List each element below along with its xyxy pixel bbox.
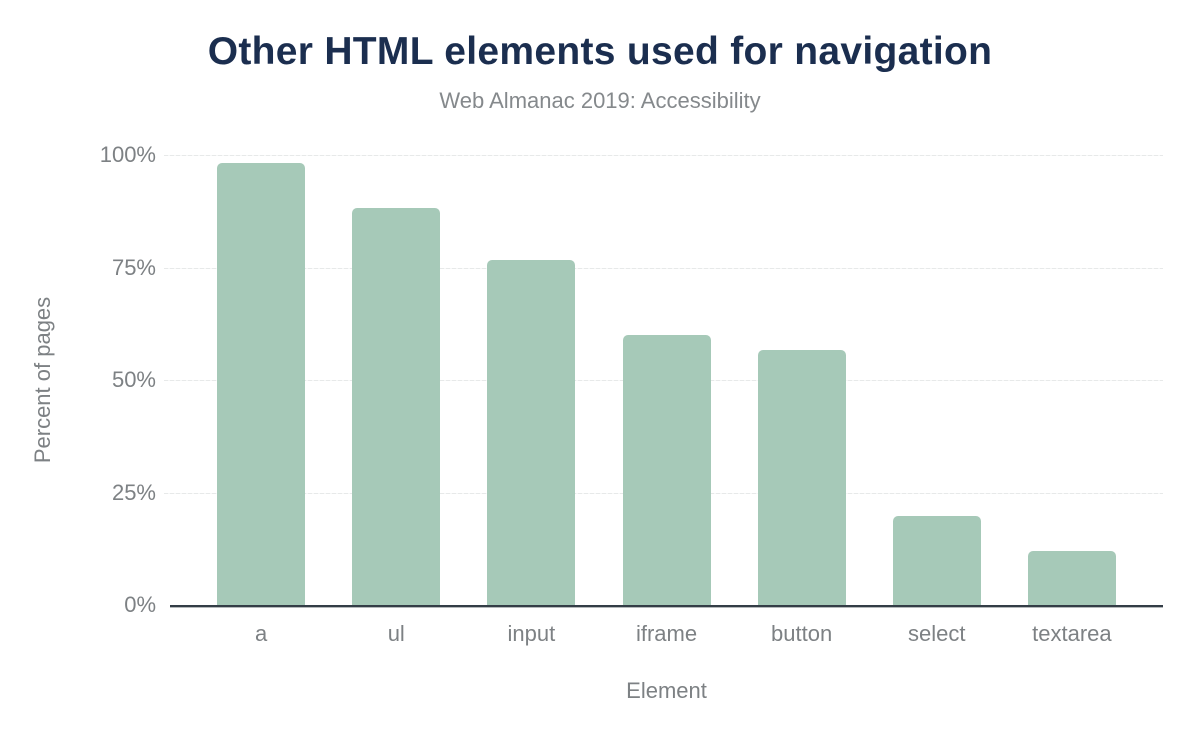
x-tick-label-ul: ul bbox=[387, 621, 405, 646]
x-tick-label-iframe: iframe bbox=[635, 621, 698, 646]
chart-subtitle: Web Almanac 2019: Accessibility bbox=[439, 88, 761, 113]
bars-layer: a ul input iframe button select textarea bbox=[170, 155, 1163, 646]
y-tick-label-100pct: 100% bbox=[99, 142, 156, 167]
x-tick-label-a: a bbox=[255, 621, 268, 646]
bar-textarea[interactable]: textarea bbox=[1027, 550, 1116, 646]
y-tick-label-50pct: 50% bbox=[111, 367, 156, 392]
bar-select[interactable]: select bbox=[892, 516, 981, 646]
bar-button[interactable]: button bbox=[757, 349, 846, 646]
y-tick-label-0pct: 0% bbox=[124, 592, 156, 617]
plot-area: 0% 25% 50% 75% 100% a ul input iframe button sele… bbox=[100, 142, 1163, 646]
y-tick-label-75pct: 75% bbox=[111, 254, 156, 280]
x-axis-title: Element bbox=[626, 678, 707, 703]
x-axis-underline bbox=[170, 607, 1163, 608]
x-tick-label-select: select bbox=[908, 621, 966, 646]
bar-iframe[interactable]: iframe bbox=[622, 334, 711, 646]
bar-ul[interactable]: ul bbox=[352, 208, 441, 646]
y-tick-label-25pct: 25% bbox=[111, 479, 156, 505]
y-axis-title: Percent of pages bbox=[30, 296, 55, 464]
x-tick-label-input: input bbox=[507, 621, 556, 646]
x-tick-label-button: button bbox=[771, 621, 833, 646]
gridline-75 bbox=[164, 267, 1163, 269]
y-axis-title-wrap: Percent of pages bbox=[26, 155, 60, 605]
x-axis-line bbox=[170, 605, 1163, 607]
bar-a[interactable]: a bbox=[217, 163, 306, 646]
gridline-100 bbox=[164, 155, 1163, 156]
bar-input[interactable]: input bbox=[487, 260, 576, 646]
x-tick-label-textarea: textarea bbox=[1032, 621, 1112, 646]
chart-title: Other HTML elements used for navigation bbox=[207, 30, 993, 73]
